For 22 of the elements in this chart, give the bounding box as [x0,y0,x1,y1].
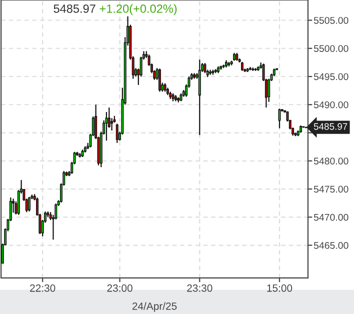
x-tick-label: 23:30 [187,284,212,292]
y-tick-label: 5470.00 [314,214,348,221]
candlestick [28,196,31,212]
y-tick-label: 5465.00 [314,242,348,249]
y-tick-label: 5495.00 [314,73,348,80]
candlestick [105,111,108,142]
x-axis-title: 24/Apr/25 [132,302,177,312]
text: 5485.97 [314,123,348,130]
y-tick-label: 5505.00 [314,16,348,24]
chart-title: 5485.97 [54,4,96,13]
x-tick-label: 23:00 [107,284,132,292]
x-tick-label: 22:30 [30,284,56,292]
candlestick [204,62,206,74]
candlestick [116,123,118,144]
y-tick-label: 5475.00 [314,186,348,193]
candlestick [158,68,161,92]
chart-subtitle: +1.20(+0.02%) [100,4,177,16]
y-tick-label: 5500.00 [314,45,348,52]
candlestick [240,61,244,72]
y-tick-label: 5490.00 [314,101,348,108]
x-tick-label: 15:00 [267,284,292,292]
y-tick-label: 5480.00 [314,158,348,164]
